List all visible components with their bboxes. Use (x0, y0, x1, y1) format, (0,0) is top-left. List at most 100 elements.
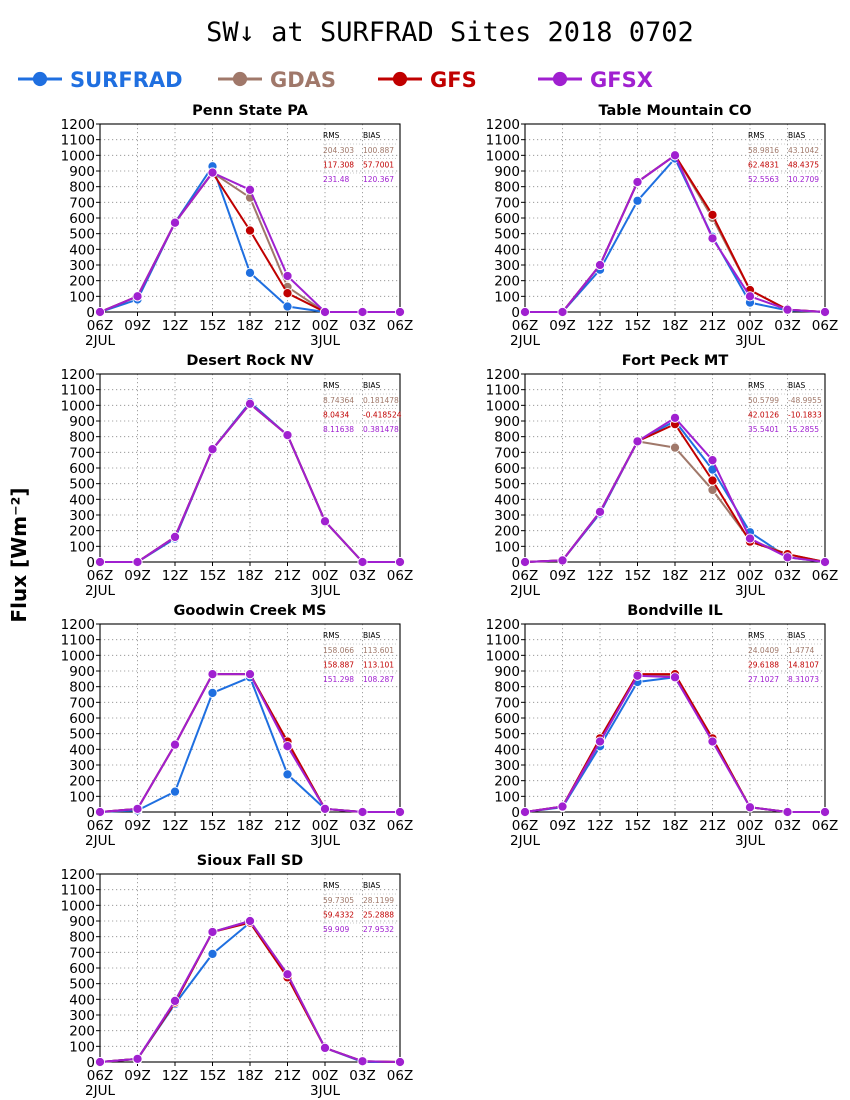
stats-rms-gfs: 8.0434 (323, 411, 349, 420)
y-tick-label: 600 (69, 461, 95, 477)
x-date-label: 3JUL (310, 333, 340, 349)
legend-item-surfrad: SURFRAD (18, 68, 183, 92)
data-point (519, 306, 531, 318)
x-tick-label: 00Z (737, 818, 763, 834)
y-tick-label: 100 (69, 289, 95, 305)
stats-bias-gdas: 43.1042 (788, 146, 819, 155)
y-tick-label: 100 (494, 289, 520, 305)
y-tick-label: 500 (69, 227, 95, 243)
panel-title: Table Mountain CO (598, 103, 751, 119)
data-point (132, 556, 143, 568)
data-point (282, 741, 293, 752)
y-tick-label: 200 (494, 274, 520, 290)
x-tick-label: 18Z (237, 818, 263, 834)
x-date-label: 2JUL (510, 583, 540, 599)
y-tick-label: 200 (494, 774, 520, 790)
x-date-label: 3JUL (310, 833, 340, 849)
x-tick-label: 06Z (87, 568, 113, 584)
series-line (99, 673, 400, 813)
y-tick-label: 800 (494, 430, 520, 446)
x-date-label: 2JUL (85, 583, 115, 599)
y-tick-label: 300 (69, 508, 95, 524)
x-date-label: 3JUL (310, 1083, 340, 1099)
y-tick-label: 200 (69, 774, 95, 790)
y-tick-label: 100 (69, 539, 95, 555)
x-tick-label: 21Z (699, 318, 725, 334)
x-tick-label: 06Z (512, 568, 538, 584)
y-tick-label: 600 (69, 961, 95, 977)
x-tick-label: 06Z (812, 318, 838, 334)
y-tick-label: 1100 (61, 883, 95, 899)
data-point (519, 556, 531, 568)
x-tick-label: 12Z (162, 1068, 188, 1084)
y-tick-label: 0 (511, 305, 520, 321)
y-tick-label: 500 (494, 227, 520, 243)
stats-bias-gfs: -0.418524 (363, 411, 402, 420)
y-tick-label: 600 (69, 711, 95, 727)
y-tick-label: 400 (494, 492, 520, 508)
x-date-label: 2JUL (510, 333, 540, 349)
data-point (207, 444, 218, 455)
data-point (394, 806, 406, 818)
data-point (744, 533, 756, 544)
x-tick-label: 03Z (349, 1068, 375, 1084)
data-point (707, 233, 718, 244)
y-tick-label: 1200 (486, 117, 520, 133)
data-point (519, 806, 531, 818)
stats-rms-gfsx: 231.48 (323, 175, 349, 184)
y-tick-label: 400 (69, 492, 95, 508)
series-gfs (519, 150, 831, 318)
y-tick-label: 700 (69, 695, 95, 711)
x-tick-label: 12Z (162, 818, 188, 834)
data-point (207, 669, 218, 680)
x-tick-label: 06Z (87, 318, 113, 334)
data-point (244, 184, 256, 195)
x-tick-label: 21Z (699, 568, 725, 584)
stats-bias-gdas: 113.601 (363, 646, 394, 655)
legend-item-gfs: GFS (378, 68, 477, 92)
stats-rms-gfsx: 59.909 (323, 925, 349, 934)
y-tick-label: 1000 (61, 148, 95, 164)
stats-bias-gfs: 14.8107 (788, 661, 819, 670)
y-tick-label: 400 (69, 242, 95, 258)
y-tick-label: 100 (494, 539, 520, 555)
stats-bias-gfs: 57.7001 (363, 161, 394, 170)
x-tick-label: 03Z (774, 818, 800, 834)
stats-bias-gfs: 113.101 (363, 661, 394, 670)
series-line (524, 416, 826, 563)
x-tick-label: 18Z (237, 318, 263, 334)
data-point (282, 270, 293, 282)
data-point (594, 506, 606, 517)
data-point (819, 556, 831, 568)
stats-rms-gfs: 117.308 (323, 161, 354, 170)
series-line (99, 673, 400, 813)
y-tick-label: 500 (69, 477, 95, 493)
stats-rms-gfs: 29.6188 (748, 661, 779, 670)
x-date-label: 3JUL (310, 583, 340, 599)
data-point (169, 995, 181, 1006)
stats-rms-gfs: 42.0126 (748, 411, 779, 420)
legend-label: SURFRAD (70, 68, 183, 92)
x-tick-label: 03Z (349, 318, 375, 334)
series-surfrad (94, 917, 406, 1068)
panel-title: Fort Peck MT (622, 353, 729, 369)
data-point (744, 802, 756, 813)
stats-rms-gdas: 204.303 (323, 146, 354, 155)
x-tick-label: 06Z (512, 318, 538, 334)
data-point (94, 556, 106, 568)
y-tick-label: 800 (69, 180, 95, 196)
legend-marker (552, 71, 568, 87)
stats-bias-gdas: 100.887 (363, 146, 394, 155)
y-tick-label: 700 (69, 445, 95, 461)
y-tick-label: 0 (86, 1055, 95, 1071)
panel-title: Goodwin Creek MS (174, 603, 327, 619)
data-point (282, 301, 293, 312)
series-gfs (94, 917, 406, 1068)
y-tick-label: 100 (494, 789, 520, 805)
series-gfsx (519, 150, 831, 318)
y-tick-label: 700 (494, 445, 520, 461)
y-tick-label: 1200 (61, 617, 95, 633)
data-point (357, 806, 368, 818)
y-tick-label: 0 (511, 555, 520, 571)
series-surfrad (94, 672, 368, 818)
